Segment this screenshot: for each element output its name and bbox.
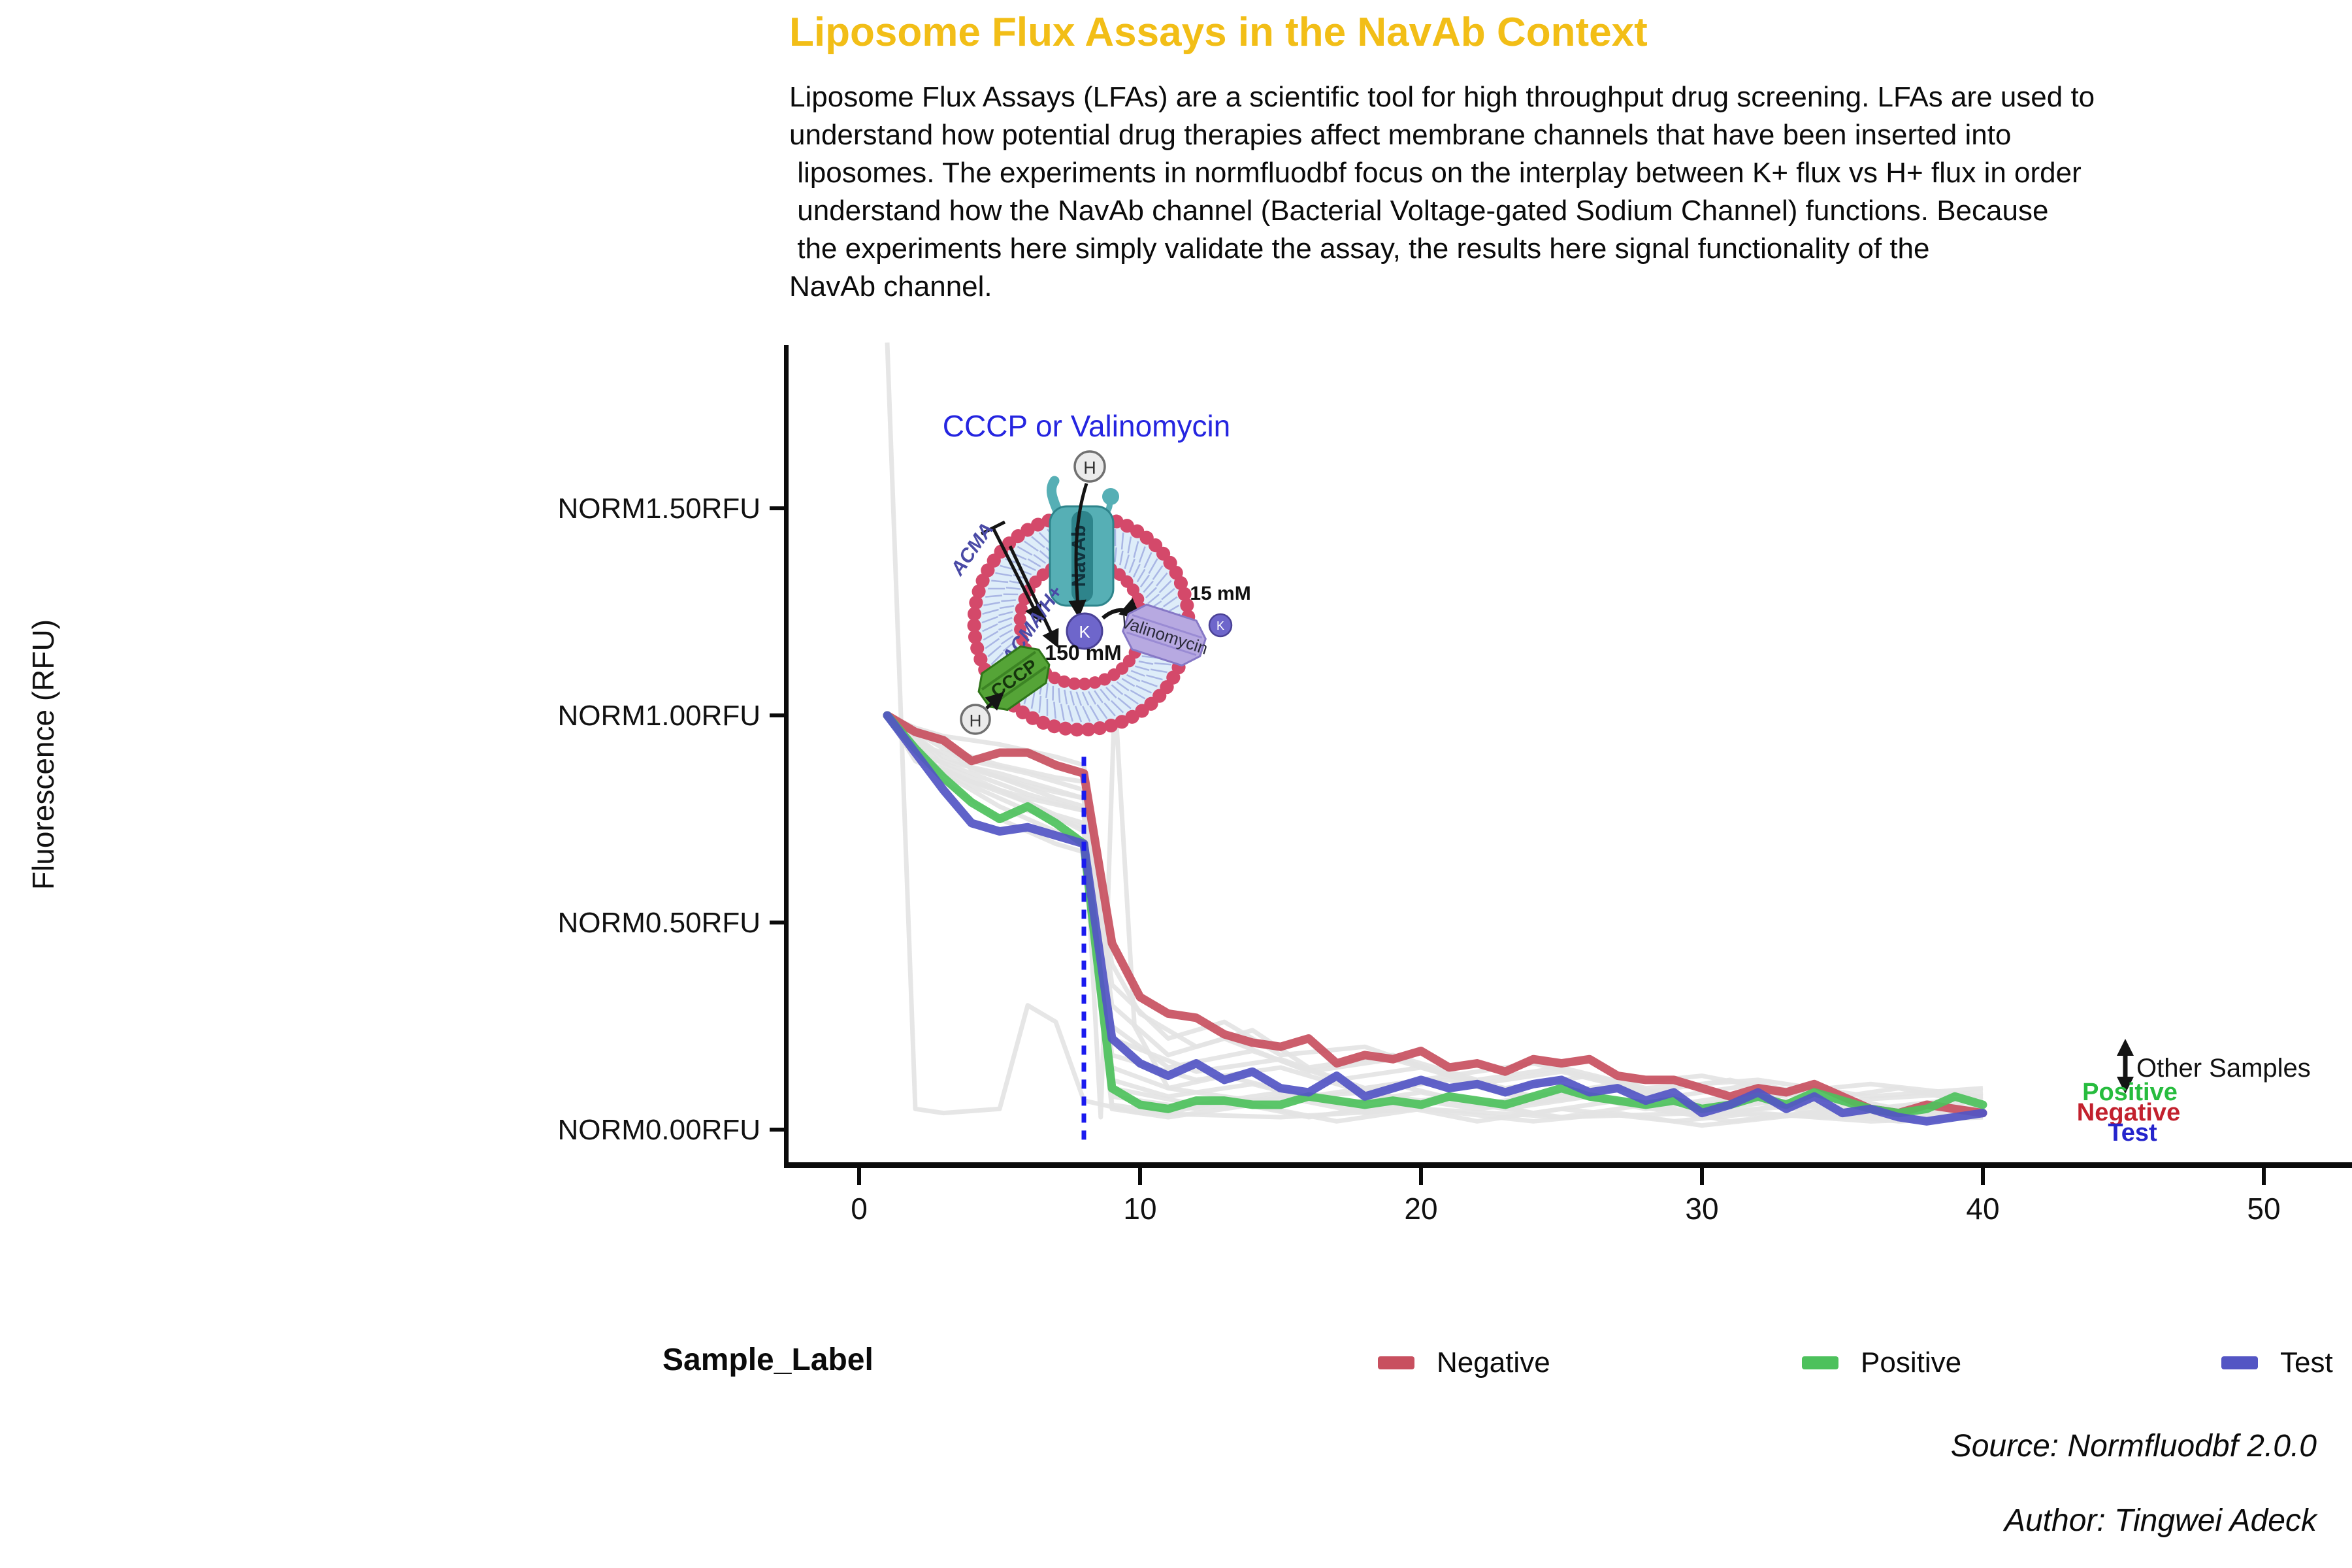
y-tick-label: NORM0.00RFU <box>558 1114 761 1146</box>
potassium-inside-label: K <box>1079 622 1090 642</box>
description-line: understand how the NavAb channel (Bacter… <box>789 195 2049 227</box>
y-axis-title: Fluorescence (RFU) <box>26 619 60 890</box>
chart-legend: Sample_Label Negative Positive Test <box>0 1337 2352 1389</box>
annotation-positive: Positive <box>2082 1079 2178 1106</box>
x-axis-ticks: 0 10 20 30 40 50 <box>851 1168 2281 1226</box>
x-tick-label: 30 <box>1685 1192 1718 1226</box>
navab-label: NavAb <box>1068 525 1090 587</box>
arrow-down-icon <box>2117 1077 2134 1094</box>
proton-bottom <box>960 704 991 735</box>
other-sample-line <box>886 713 1984 1099</box>
series-annotations: Other Samples Positive Negative Test <box>2077 1039 2311 1147</box>
y-tick-label: NORM1.00RFU <box>558 700 761 732</box>
proton-top-label: H <box>1083 458 1096 478</box>
h-influx-arrow <box>1068 483 1088 619</box>
annotation-test: Test <box>2108 1119 2157 1147</box>
proton-top <box>1073 450 1106 483</box>
arrow-up-icon <box>2117 1039 2134 1056</box>
sample-series-lines <box>883 711 1987 1126</box>
legend-label-negative: Negative <box>1437 1347 1550 1379</box>
acma-h-arrow <box>1008 545 1059 648</box>
description-line: understand how potential drug therapies … <box>789 119 2012 151</box>
legend-title: Sample_Label <box>662 1343 874 1377</box>
description-line: Liposome Flux Assays (LFAs) are a scient… <box>789 81 2095 113</box>
source-caption: Source: Normfluodbf 2.0.0 <box>1950 1429 2317 1463</box>
report-description: Liposome Flux Assays (LFAs) are a scient… <box>789 78 2095 306</box>
x-tick-label: 0 <box>851 1192 868 1226</box>
x-tick-label: 40 <box>1966 1192 1999 1226</box>
annotation-other-samples: Other Samples <box>2136 1054 2311 1083</box>
acma-arrow-bar <box>980 520 1006 536</box>
x-axis-line <box>784 1162 2352 1168</box>
legend-key-negative <box>1378 1356 1414 1369</box>
y-tick-label: NORM1.50RFU <box>558 493 761 525</box>
y-axis-ticks: NORM1.50RFU NORM1.00RFU NORM0.50RFU NORM0.0… <box>558 493 787 1146</box>
author-caption: Author: Tingwei Adeck <box>2004 1503 2317 1538</box>
proton-bottom-label: H <box>970 711 982 730</box>
h-cccp-arrow <box>985 692 1005 711</box>
page-title: Liposome Flux Assays in the NavAb Contex… <box>789 10 1648 55</box>
potassium-outside <box>1208 613 1233 638</box>
diagram-heading: CCCP or Valinomycin <box>943 409 1231 443</box>
other-sample-line <box>886 713 1984 1103</box>
potassium-inside <box>1066 612 1103 650</box>
x-tick-label: 50 <box>2247 1192 2280 1226</box>
y-tick-label: NORM0.50RFU <box>558 907 761 939</box>
legend-key-test <box>2221 1356 2258 1369</box>
acma-arrow <box>991 527 1042 623</box>
legend-label-test: Test <box>2280 1347 2333 1379</box>
legend-key-positive <box>1802 1356 1838 1369</box>
conc-inside-label: 150 mM <box>1045 641 1121 664</box>
description-line: NavAb channel. <box>789 270 992 302</box>
legend-label-positive: Positive <box>1861 1347 1962 1379</box>
navab-channel: NavAb <box>1047 476 1119 607</box>
series-line-negative <box>883 711 1987 1118</box>
series-line-test <box>883 711 1987 1126</box>
other-samples-lines <box>885 342 1984 1128</box>
legend-item-negative: Negative <box>1378 1337 1550 1389</box>
x-tick-label: 20 <box>1404 1192 1437 1226</box>
legend-item-test: Test <box>2221 1337 2333 1389</box>
potassium-outside-label: K <box>1217 619 1224 632</box>
valinomycin-channel: Valinomycin <box>1119 603 1210 667</box>
liposome-diagram: CCCP or Valinomycin NavAb H ACMA ACMA/H+… <box>943 409 1251 737</box>
annotation-negative: Negative <box>2077 1099 2180 1126</box>
other-sample-line <box>886 713 1984 1099</box>
description-line: liposomes. The experiments in normfluodb… <box>789 157 2082 189</box>
other-sample-line <box>885 713 1984 1107</box>
legend-item-positive: Positive <box>1802 1337 1961 1389</box>
x-tick-label: 10 <box>1123 1192 1156 1226</box>
description-line: the experiments here simply validate the… <box>789 233 1930 265</box>
conc-outside-label: 15 mM <box>1190 583 1250 604</box>
y-axis-line <box>784 345 789 1167</box>
